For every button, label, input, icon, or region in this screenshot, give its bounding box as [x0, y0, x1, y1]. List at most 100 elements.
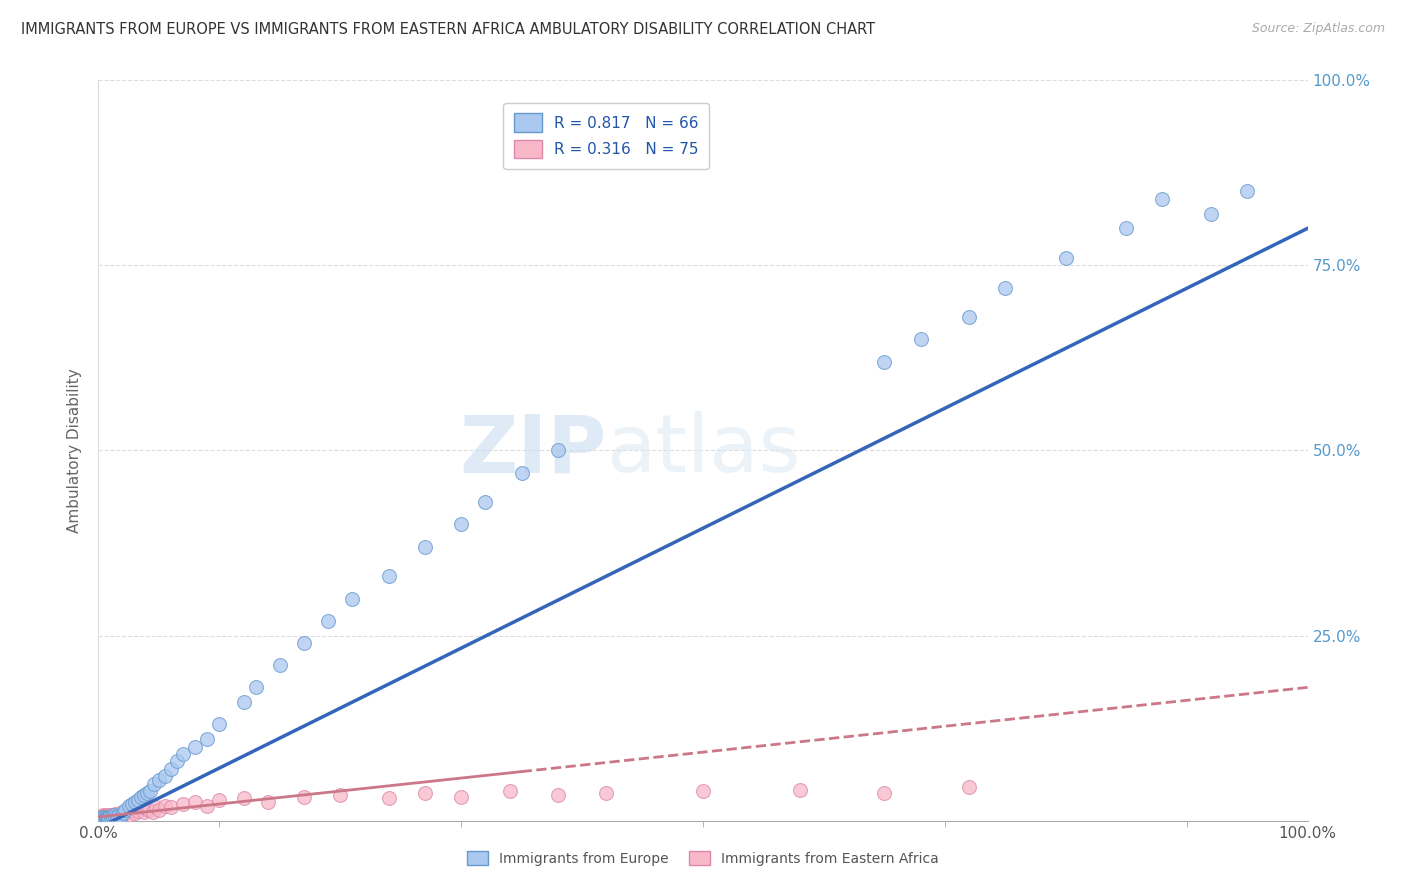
- Point: [108, 806, 131, 821]
- Point: [129, 789, 152, 804]
- Point: [90, 812, 112, 826]
- Point: [124, 806, 146, 821]
- Point: [101, 811, 124, 825]
- Point: [547, 788, 569, 802]
- Point: [692, 784, 714, 798]
- Point: [100, 812, 122, 826]
- Point: [91, 810, 114, 824]
- Point: [134, 788, 156, 802]
- Point: [316, 614, 339, 628]
- Point: [195, 732, 218, 747]
- Point: [994, 280, 1017, 294]
- Point: [148, 803, 170, 817]
- Point: [329, 788, 352, 802]
- Point: [129, 800, 152, 814]
- Point: [498, 784, 520, 798]
- Point: [97, 812, 120, 826]
- Y-axis label: Ambulatory Disability: Ambulatory Disability: [67, 368, 83, 533]
- Point: [172, 797, 194, 812]
- Point: [153, 769, 176, 783]
- Point: [208, 717, 231, 731]
- Point: [957, 310, 980, 325]
- Point: [450, 517, 472, 532]
- Point: [87, 813, 110, 827]
- Point: [118, 798, 141, 813]
- Point: [108, 810, 131, 824]
- Point: [138, 803, 160, 817]
- Point: [127, 793, 149, 807]
- Point: [413, 785, 436, 799]
- Point: [91, 812, 114, 826]
- Point: [90, 813, 112, 827]
- Point: [111, 806, 134, 821]
- Point: [91, 810, 114, 824]
- Point: [292, 789, 315, 804]
- Point: [1236, 184, 1258, 198]
- Point: [1152, 192, 1174, 206]
- Point: [94, 812, 117, 826]
- Point: [292, 636, 315, 650]
- Point: [94, 812, 117, 826]
- Point: [910, 332, 932, 346]
- Point: [98, 808, 121, 822]
- Point: [145, 800, 167, 814]
- Point: [413, 540, 436, 554]
- Point: [108, 811, 131, 825]
- Point: [114, 803, 136, 817]
- Point: [160, 800, 183, 814]
- Legend: Immigrants from Europe, Immigrants from Eastern Africa: Immigrants from Europe, Immigrants from …: [460, 844, 946, 873]
- Point: [96, 813, 118, 827]
- Point: [595, 785, 617, 799]
- Point: [91, 812, 114, 826]
- Point: [1054, 251, 1077, 265]
- Point: [100, 812, 122, 826]
- Point: [87, 812, 110, 826]
- Point: [139, 784, 162, 798]
- Point: [114, 805, 136, 819]
- Point: [873, 785, 896, 799]
- Point: [100, 809, 122, 823]
- Point: [91, 811, 114, 825]
- Point: [91, 812, 114, 826]
- Point: [91, 813, 114, 827]
- Point: [100, 807, 122, 822]
- Point: [90, 811, 112, 825]
- Point: [97, 811, 120, 825]
- Point: [135, 785, 157, 799]
- Point: [134, 805, 156, 819]
- Point: [142, 805, 165, 819]
- Point: [1199, 206, 1222, 220]
- Point: [172, 747, 194, 761]
- Point: [89, 813, 111, 827]
- Point: [195, 798, 218, 813]
- Point: [127, 804, 149, 818]
- Point: [111, 807, 134, 822]
- Point: [93, 812, 115, 826]
- Point: [957, 780, 980, 795]
- Point: [98, 810, 121, 824]
- Point: [104, 807, 127, 822]
- Point: [121, 797, 143, 812]
- Point: [89, 811, 111, 825]
- Point: [124, 795, 146, 809]
- Point: [100, 809, 122, 823]
- Point: [107, 809, 129, 823]
- Point: [1115, 221, 1137, 235]
- Point: [474, 495, 496, 509]
- Point: [90, 812, 112, 826]
- Point: [510, 466, 533, 480]
- Point: [94, 808, 117, 822]
- Point: [342, 591, 364, 606]
- Point: [91, 812, 114, 826]
- Point: [107, 807, 129, 822]
- Point: [94, 811, 117, 825]
- Point: [121, 803, 143, 817]
- Point: [547, 443, 569, 458]
- Point: [148, 772, 170, 787]
- Point: [184, 739, 207, 754]
- Point: [135, 802, 157, 816]
- Text: IMMIGRANTS FROM EUROPE VS IMMIGRANTS FROM EASTERN AFRICA AMBULATORY DISABILITY C: IMMIGRANTS FROM EUROPE VS IMMIGRANTS FRO…: [21, 22, 875, 37]
- Point: [873, 354, 896, 368]
- Text: Source: ZipAtlas.com: Source: ZipAtlas.com: [1251, 22, 1385, 36]
- Point: [93, 809, 115, 823]
